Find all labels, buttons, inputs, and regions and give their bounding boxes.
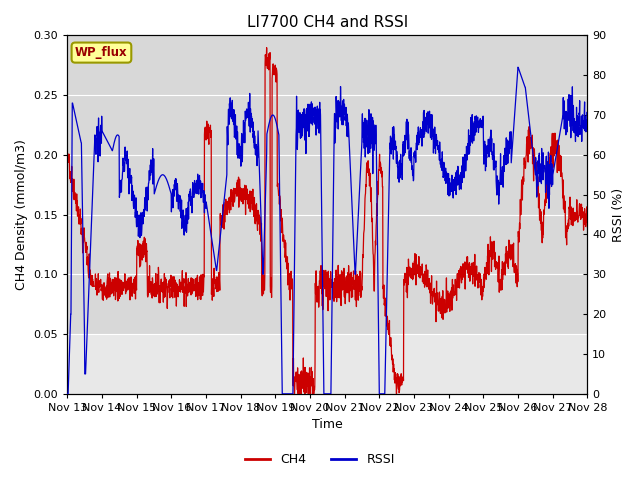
X-axis label: Time: Time: [312, 419, 343, 432]
Title: LI7700 CH4 and RSSI: LI7700 CH4 and RSSI: [247, 15, 408, 30]
Y-axis label: RSSI (%): RSSI (%): [612, 188, 625, 241]
Y-axis label: CH4 Density (mmol/m3): CH4 Density (mmol/m3): [15, 139, 28, 290]
Legend: CH4, RSSI: CH4, RSSI: [240, 448, 400, 471]
Text: WP_flux: WP_flux: [75, 46, 128, 59]
Bar: [67, 36, 588, 334]
